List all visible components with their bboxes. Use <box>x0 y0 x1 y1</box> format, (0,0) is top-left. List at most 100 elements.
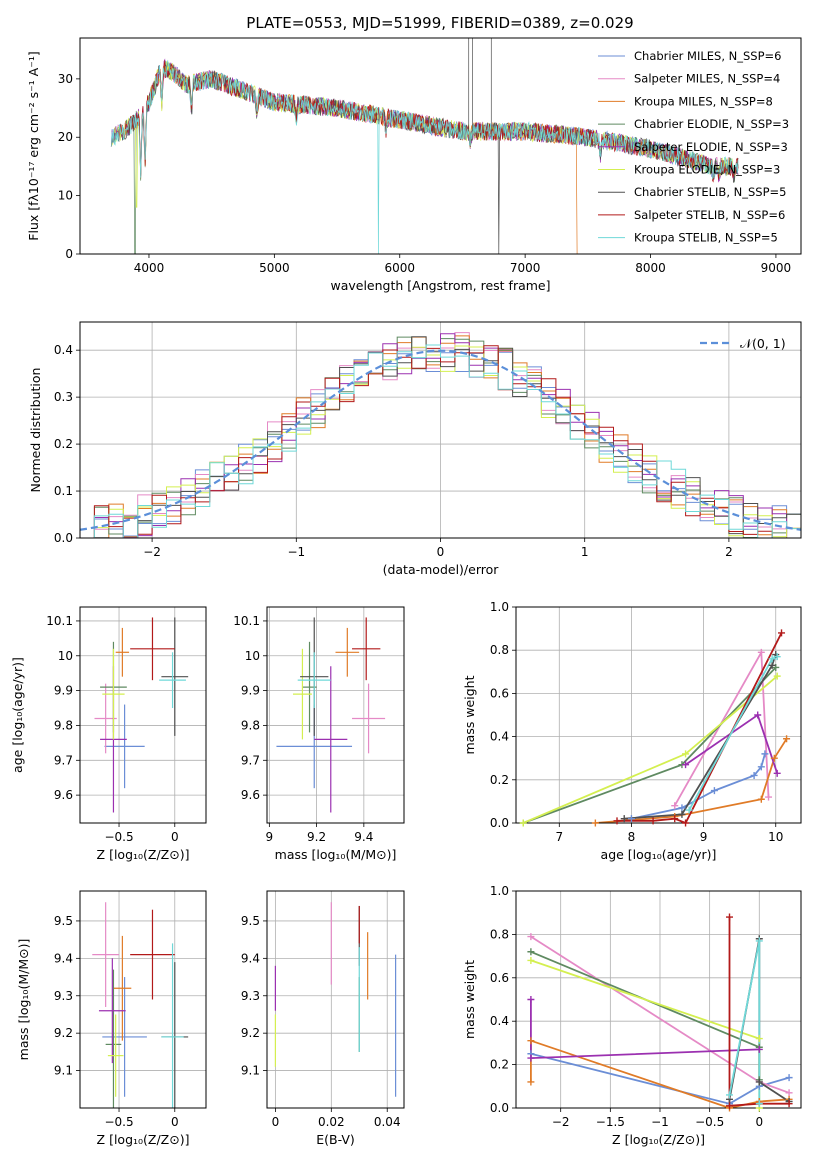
data-marker <box>785 1074 793 1082</box>
x-tick-label: 9000 <box>761 261 792 275</box>
panel-5: 7 8 9 10 0.0 0.2 0.4 0.6 0.8 1.0 age [log₁₀(age/yr… <box>462 600 802 862</box>
spectrum-line <box>110 62 739 254</box>
axis-overlay: −2 −1 0 1 2 0.0 0.1 0.2 0.3 0.4 (data-model)/error… <box>28 321 802 577</box>
data-marker <box>755 1100 763 1108</box>
x-tick-label: 1 <box>581 545 589 559</box>
axis-overlay: 9 9.2 9.4 9.6 9.7 9.8 9.9 10 10.1 mass [log₁₀(M/M… <box>233 606 405 862</box>
x-tick-label: 6000 <box>384 261 415 275</box>
data-marker <box>754 711 762 719</box>
y-tick-label: 10.1 <box>46 614 73 628</box>
x-tick-label: −0.5 <box>104 1115 133 1129</box>
data-marker <box>527 1037 535 1045</box>
data-marker <box>770 754 778 762</box>
y-tick-label: 20 <box>58 130 73 144</box>
legend-entry: Kroupa STELIB, N_SSP=5 <box>634 231 778 245</box>
data-marker <box>773 769 781 777</box>
x-axis-label: age [log₁₀(age/yr)] <box>601 847 717 862</box>
y-tick-label: 9.4 <box>54 951 73 965</box>
y-tick-label: 9.5 <box>241 914 260 928</box>
x-tick-label: 0 <box>437 545 445 559</box>
data-marker <box>678 804 686 812</box>
y-tick-label: 9.2 <box>54 1026 73 1040</box>
y-tick-label: 9.3 <box>241 989 260 1003</box>
x-tick-label: 7000 <box>510 261 541 275</box>
panel-2: −2 −1 0 1 2 0.0 0.1 0.2 0.3 0.4 (data-model)/error… <box>28 321 802 577</box>
axis-overlay: 4000 5000 6000 7000 8000 9000 0 10 20 30 wavelengt… <box>26 37 802 293</box>
axis-overlay: −2 −1.5 −1 −0.5 0 0.0 0.2 0.4 0.6 0.8 1.0 Z [log₁₀(… <box>462 884 802 1147</box>
data-marker <box>527 1054 535 1062</box>
data-marker <box>773 672 781 680</box>
axes-frame <box>79 606 207 824</box>
y-tick-label: 0 <box>65 247 73 261</box>
x-tick-label: −2 <box>143 545 161 559</box>
y-tick-label: 9.6 <box>54 788 73 802</box>
x-axis-label: E(B-V) <box>316 1132 355 1147</box>
axis-overlay: −0.5 0 9.6 9.7 9.8 9.9 10 10.1 Z [log₁₀(Z/Z⊙)] ag… <box>10 606 207 862</box>
y-tick-label: 0.8 <box>490 643 509 657</box>
data-marker <box>527 996 535 1003</box>
legend-entry: Chabrier MILES, N_SSP=6 <box>634 49 781 63</box>
y-tick-label: 9.7 <box>241 753 260 767</box>
x-axis-label: Z [log₁₀(Z/Z⊙)] <box>97 1132 190 1147</box>
y-tick-label: 0.2 <box>490 773 509 787</box>
y-tick-label: 9.8 <box>54 718 73 732</box>
legend-entry: Salpeter STELIB, N_SSP=6 <box>634 208 785 222</box>
plot-area <box>522 632 788 823</box>
data-marker <box>726 1102 734 1110</box>
data-marker <box>671 802 679 810</box>
legend-entry: Kroupa MILES, N_SSP=8 <box>634 94 773 108</box>
y-tick-label: 0.0 <box>490 816 509 830</box>
data-marker <box>755 937 763 945</box>
axis-overlay: 0 0.02 0.04 9.1 9.2 9.3 9.4 9.5 E(B-V) <box>241 890 405 1147</box>
data-marker <box>527 956 535 964</box>
y-tick-label: 10.1 <box>233 614 260 628</box>
axis-overlay: 7 8 9 10 0.0 0.2 0.4 0.6 0.8 1.0 age [log₁₀(age/yr… <box>462 600 802 862</box>
x-tick-label: 9.2 <box>307 830 326 844</box>
legend: 𝒩(0, 1) <box>700 336 786 351</box>
data-marker <box>755 1035 763 1043</box>
x-axis-label: mass [log₁₀(M/M⊙)] <box>275 847 397 862</box>
data-marker <box>527 948 535 956</box>
panel-6: −0.5 0 9.1 9.2 9.3 9.4 9.5 Z [log₁₀(Z/Z⊙)] mass … <box>16 890 207 1147</box>
x-tick-label: 9.4 <box>354 830 373 844</box>
chart-title: PLATE=0553, MJD=51999, FIBERID=0389, z=0… <box>246 14 633 32</box>
data-marker <box>765 793 773 801</box>
y-axis-label: mass weight <box>462 675 477 754</box>
x-tick-label: −1 <box>287 545 305 559</box>
panel-1: 4000 5000 6000 7000 8000 9000 0 10 20 30 wavelengt… <box>26 37 802 293</box>
data-marker <box>757 795 765 803</box>
data-marker <box>685 806 693 814</box>
axes-frame <box>515 606 802 824</box>
plot-area <box>274 902 397 1097</box>
mass-weight-line <box>522 675 778 823</box>
x-axis-label: wavelength [Angstrom, rest frame] <box>330 278 550 293</box>
y-tick-label: 9.6 <box>241 788 260 802</box>
data-marker <box>768 655 776 663</box>
data-marker <box>778 629 786 637</box>
data-marker <box>678 810 686 818</box>
panel-4: 9 9.2 9.4 9.6 9.7 9.8 9.9 10 10.1 mass [log₁₀(M/M… <box>233 606 405 862</box>
y-tick-label: 30 <box>58 72 73 86</box>
legend-entry: Kroupa ELODIE, N_SSP=3 <box>634 163 780 177</box>
y-tick-label: 10 <box>58 189 73 203</box>
data-marker <box>627 815 635 823</box>
y-tick-label: 0.3 <box>54 390 73 404</box>
y-tick-label: 0.4 <box>54 343 73 357</box>
x-tick-label: 0 <box>171 830 179 844</box>
x-tick-label: −1 <box>651 1115 669 1129</box>
data-marker <box>527 933 535 941</box>
x-tick-label: −0.5 <box>695 1115 724 1129</box>
y-tick-label: 9.5 <box>54 914 73 928</box>
mass-weight-line <box>522 666 777 823</box>
data-marker <box>682 750 690 758</box>
x-tick-label: 0 <box>171 1115 179 1129</box>
y-tick-label: 1.0 <box>490 600 509 614</box>
data-marker <box>613 817 621 825</box>
panel-3: −0.5 0 9.6 9.7 9.8 9.9 10 10.1 Z [log₁₀(Z/Z⊙)] ag… <box>10 606 207 862</box>
mass-weight-line <box>728 917 790 1107</box>
x-tick-label: 10 <box>768 830 783 844</box>
data-marker <box>750 771 758 779</box>
legend-entry: Salpeter ELODIE, N_SSP=3 <box>634 140 788 154</box>
data-marker <box>757 648 765 656</box>
